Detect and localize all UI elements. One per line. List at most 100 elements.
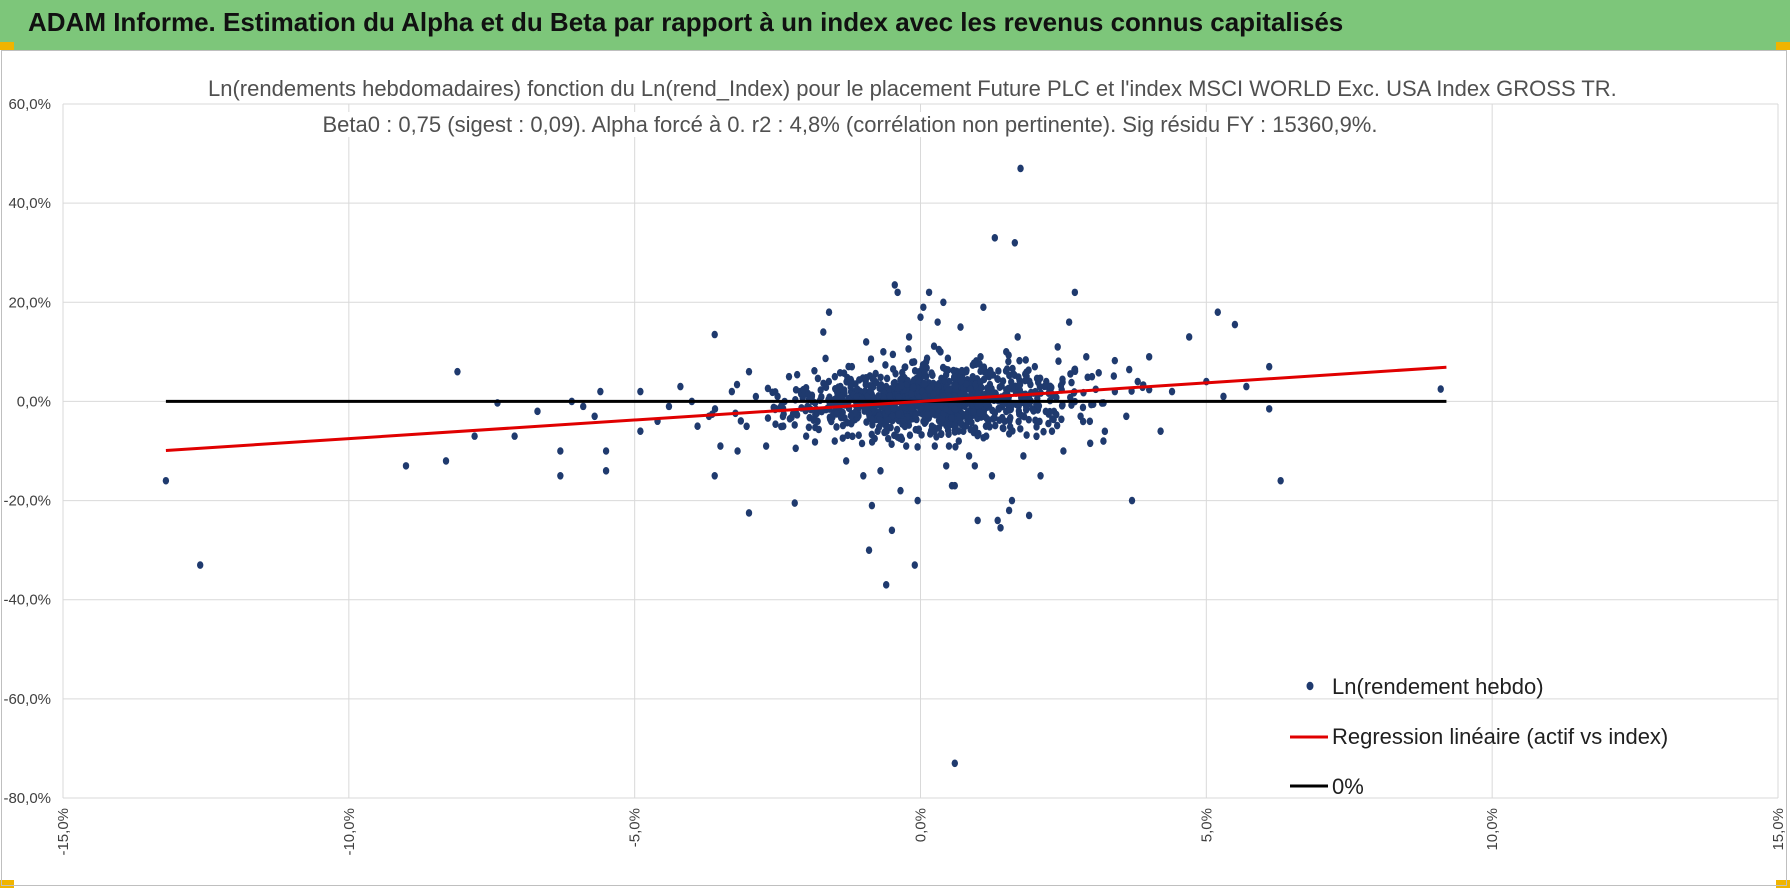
scatter-point xyxy=(884,406,892,415)
scatter-point xyxy=(762,442,770,450)
scatter-point xyxy=(928,369,935,377)
scatter-point xyxy=(957,377,965,386)
y-tick-label: 0,0% xyxy=(17,393,51,410)
scatter-point xyxy=(842,457,850,465)
scatter-point xyxy=(1005,506,1013,515)
scatter-point xyxy=(987,369,994,378)
scatter-point xyxy=(1048,427,1056,435)
scatter-point xyxy=(883,581,890,589)
scatter-point xyxy=(931,442,938,450)
scatter-point xyxy=(1101,427,1109,436)
legend-label-zero: 0% xyxy=(1332,774,1364,799)
scatter-point xyxy=(951,759,958,768)
scatter-point xyxy=(1049,415,1056,423)
scatter-point xyxy=(1045,419,1052,428)
scatter-point xyxy=(994,516,1001,525)
scatter-point xyxy=(926,385,933,394)
scatter-point xyxy=(454,367,461,376)
scatter-point xyxy=(906,431,914,439)
regression-line xyxy=(165,365,1447,453)
scatter-point xyxy=(934,318,941,326)
scatter-point xyxy=(902,363,909,371)
scatter-point xyxy=(962,422,969,430)
scatter-point xyxy=(907,390,915,398)
scatter-point xyxy=(831,372,839,381)
scatter-point xyxy=(941,376,948,385)
scatter-point xyxy=(793,411,801,419)
scatter-point xyxy=(877,373,884,382)
scatter-point xyxy=(1110,372,1118,380)
scatter-point xyxy=(1157,427,1164,435)
scatter-point xyxy=(1011,239,1019,247)
scatter-point xyxy=(914,496,921,505)
scatter-point xyxy=(811,438,819,446)
scatter-point xyxy=(1437,385,1444,393)
x-tick-label: 0,0% xyxy=(913,808,930,842)
scatter-point xyxy=(1035,402,1043,410)
chart-subtitle: Beta0 : 0,75 (sigest : 0,09). Alpha forc… xyxy=(200,112,1500,138)
scatter-point xyxy=(665,402,673,411)
scatter-point xyxy=(1065,318,1073,326)
scatter-point xyxy=(895,393,902,401)
scatter-point xyxy=(1005,351,1012,360)
scatter-point xyxy=(997,524,1004,532)
scatter-point xyxy=(833,388,841,397)
scatter-point xyxy=(1111,356,1119,365)
scatter-point xyxy=(924,410,931,419)
scatter-point xyxy=(980,303,987,312)
scatter-point xyxy=(888,440,895,449)
scatter-point xyxy=(743,422,750,431)
scatter-point xyxy=(1015,407,1023,415)
scatter-point xyxy=(951,404,959,413)
scatter-point xyxy=(815,425,822,434)
scatter-point xyxy=(1005,384,1012,393)
y-tick-label: -60,0% xyxy=(3,691,51,708)
scatter-point xyxy=(778,401,785,410)
scatter-point xyxy=(1005,357,1012,366)
scatter-point xyxy=(910,383,917,392)
scatter-point xyxy=(737,417,745,425)
scatter-point xyxy=(1068,378,1075,387)
scatter-point xyxy=(872,369,879,378)
scatter-point xyxy=(733,380,741,389)
scatter-point xyxy=(908,404,915,413)
legend: Ln(rendement hebdo) Regression linéaire (… xyxy=(1290,674,1668,799)
scatter-point xyxy=(921,392,928,401)
scatter-point xyxy=(1006,405,1013,413)
scatter-point xyxy=(1058,401,1066,410)
scatter-point xyxy=(883,427,890,436)
scatter-point xyxy=(833,410,840,418)
scatter-point xyxy=(921,379,928,388)
scatter-point xyxy=(1134,377,1141,386)
scatter-point xyxy=(877,382,885,391)
scatter-point xyxy=(1079,417,1087,426)
scatter-point xyxy=(992,421,999,430)
scatter-point xyxy=(793,370,801,379)
scatter-point xyxy=(853,393,860,401)
scatter-point xyxy=(1009,364,1016,373)
scatter-point xyxy=(862,338,870,346)
scatter-point xyxy=(1086,417,1094,426)
scatter-point xyxy=(471,432,478,440)
scatter-point xyxy=(875,423,883,431)
scatter-point xyxy=(895,410,902,419)
scatter-point xyxy=(969,372,976,381)
scatter-point xyxy=(1053,421,1061,430)
scatter-point xyxy=(764,414,772,422)
scatter-point xyxy=(971,462,979,470)
scatter-point xyxy=(914,443,921,451)
scatter-point xyxy=(911,561,918,569)
scatter-point xyxy=(1030,407,1037,415)
scatter-point xyxy=(951,426,958,435)
scatter-point xyxy=(844,431,851,440)
scatter-point xyxy=(871,434,878,443)
scatter-point xyxy=(848,417,856,426)
scatter-point xyxy=(442,457,450,465)
scatter-point xyxy=(889,365,897,373)
scatter-point xyxy=(197,561,204,569)
scatter-point xyxy=(867,387,874,395)
scatter-point xyxy=(911,367,919,375)
scatter-point xyxy=(817,386,824,394)
scatter-point xyxy=(1060,447,1067,455)
